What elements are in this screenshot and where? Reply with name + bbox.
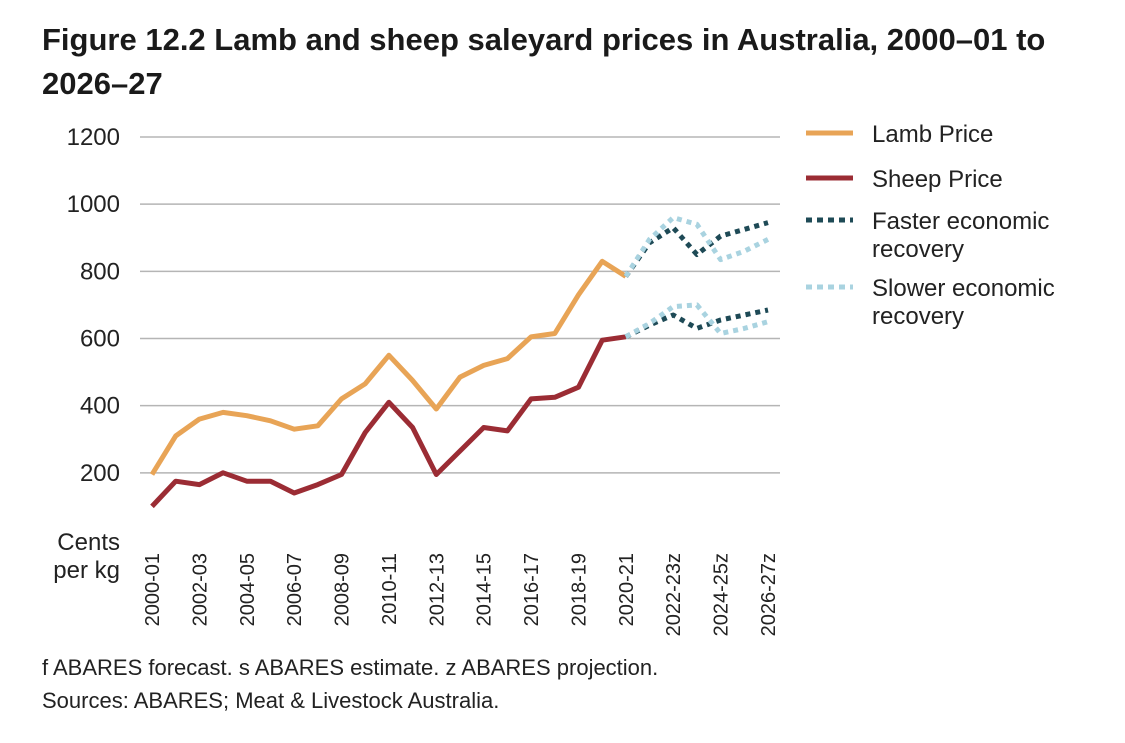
y-axis-label-line-2: per kg (53, 557, 120, 584)
x-tick-label-2014-15: 2014-15 (474, 553, 496, 626)
legend-label-2-line-1: Faster economic (872, 208, 1049, 235)
legend-label-2-line-2: recovery (872, 236, 964, 263)
y-tick-label-1000: 1000 (67, 191, 120, 218)
series-line-faster-economic-recovery-sheep (624, 307, 769, 340)
series-lines (149, 215, 770, 509)
y-tick-label-400: 400 (80, 393, 120, 420)
footnote: f ABARES forecast. s ABARES estimate. z … (42, 655, 659, 680)
series-line-sheep-price (150, 334, 627, 509)
legend-label-3-line-2: recovery (872, 303, 964, 330)
series-line-lamb-price (149, 258, 628, 476)
y-tick-label-800: 800 (80, 258, 120, 285)
x-tick-label-2012-13: 2012-13 (426, 553, 448, 626)
chart-title: Figure 12.2 Lamb and sheep saleyard pric… (42, 22, 1046, 101)
series-line-slower-economic-recovery-lamb (623, 215, 770, 278)
x-tick-label-2016-17: 2016-17 (521, 553, 543, 626)
x-tick-label-2018-19: 2018-19 (568, 553, 590, 626)
x-tick-label-2024-25z: 2024-25z (711, 553, 733, 636)
x-tick-label-2010-11: 2010-11 (379, 553, 401, 625)
gridlines (140, 136, 780, 474)
x-axis-ticks: 2000-01 2002-03 2004-05 2006-07 2008-09 2010-… (142, 553, 780, 636)
x-tick-label-2020-21: 2020-21 (616, 553, 638, 626)
x-tick-label-2022-23z: 2022-23z (663, 553, 685, 636)
sources-note: Sources: ABARES; Meat & Livestock Austra… (42, 688, 500, 713)
legend-label-0: Lamb Price (872, 121, 993, 148)
x-tick-label-2008-09: 2008-09 (332, 553, 354, 626)
y-tick-label-1200: 1200 (67, 124, 120, 151)
y-tick-label-200: 200 (80, 460, 120, 487)
legend-label-1: Sheep Price (872, 166, 1003, 193)
x-tick-label-2006-07: 2006-07 (284, 553, 306, 626)
x-tick-label-2002-03: 2002-03 (189, 553, 211, 626)
y-tick-label-600: 600 (80, 326, 120, 353)
y-axis-label-line-1: Cents (57, 529, 120, 556)
x-tick-label-2004-05: 2004-05 (237, 553, 259, 626)
legend-label-3-line-1: Slower economic (872, 275, 1055, 302)
x-tick-label-2000-01: 2000-01 (142, 553, 164, 626)
series-line-slower-economic-recovery-sheep (624, 302, 769, 339)
y-axis-ticks: 200 400 600 800 1000 1200 (67, 124, 120, 487)
x-tick-label-2026-27z: 2026-27z (758, 553, 780, 636)
